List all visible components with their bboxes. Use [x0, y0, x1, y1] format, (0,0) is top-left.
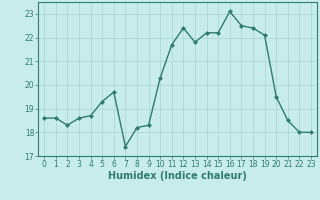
X-axis label: Humidex (Indice chaleur): Humidex (Indice chaleur) [108, 171, 247, 181]
